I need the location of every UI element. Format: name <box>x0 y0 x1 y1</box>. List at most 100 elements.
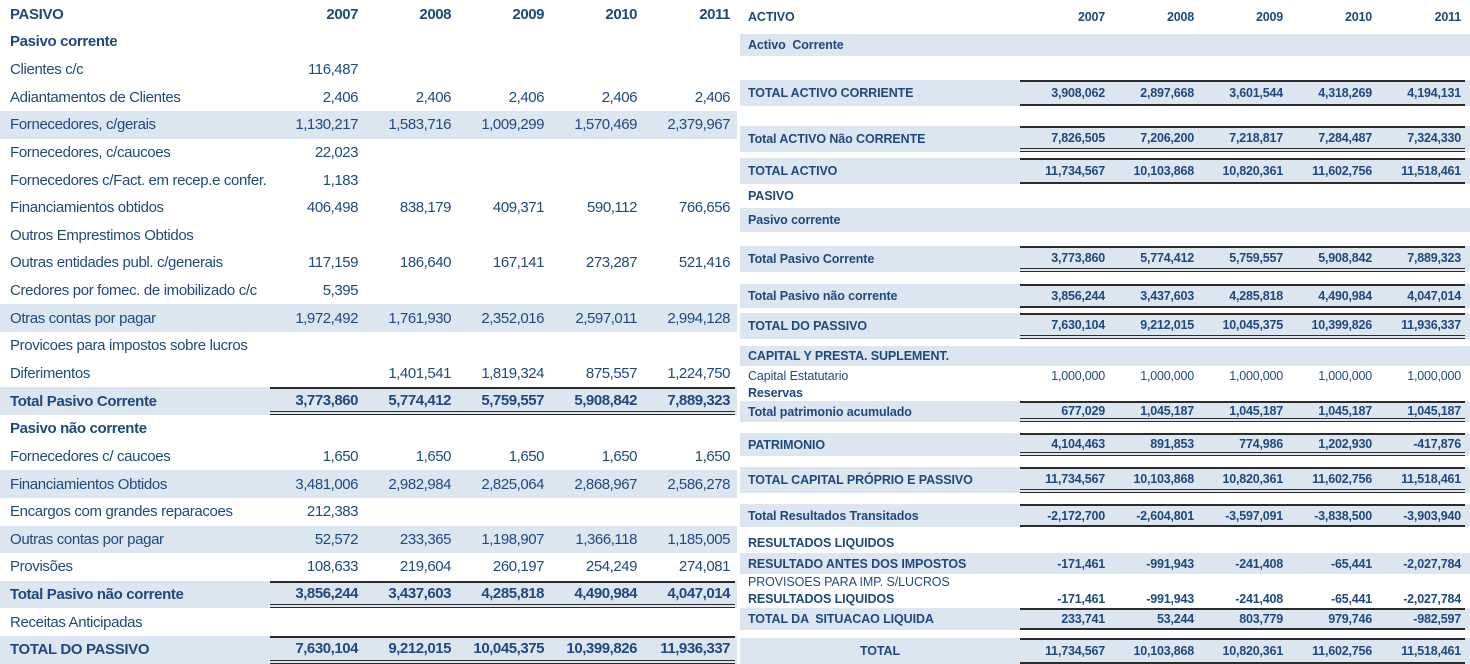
cell-2009[interactable]: 2,825,064 <box>481 475 544 493</box>
cell-2009[interactable]: 167,141 <box>492 254 545 272</box>
cell-2007[interactable]: 11,734,567 <box>1045 644 1105 658</box>
cell-2008[interactable]: 1,045,187 <box>1140 403 1194 418</box>
row-label[interactable]: RESULTADO ANTES DOS IMPOSTOS <box>748 556 967 571</box>
cell-2010[interactable]: 2,406 <box>601 88 638 106</box>
cell-2007[interactable]: 7,630,104 <box>295 640 358 658</box>
row-label[interactable]: Receitas Anticipadas <box>10 613 143 631</box>
cell-2011[interactable]: 274,081 <box>678 558 731 576</box>
cell-2009[interactable]: 409,371 <box>492 199 545 217</box>
year-header[interactable]: 2011 <box>699 5 730 23</box>
cell-2011[interactable]: 766,656 <box>678 199 731 217</box>
cell-2008[interactable]: 1,650 <box>415 447 452 465</box>
cell-2010[interactable]: 1,202,930 <box>1318 436 1372 451</box>
cell-2011[interactable]: 11,518,461 <box>1401 164 1461 178</box>
cell-2007[interactable]: 3,481,006 <box>295 475 358 493</box>
row-label[interactable]: TOTAL DA SITUACAO LIQUIDA <box>748 612 934 626</box>
cell-2008[interactable]: 2,897,668 <box>1140 86 1194 100</box>
cell-2011[interactable]: 4,047,014 <box>1407 289 1461 303</box>
cell-2010[interactable]: 11,602,756 <box>1312 644 1372 658</box>
cell-2007[interactable]: -2,172,700 <box>1047 508 1105 523</box>
cell-2009[interactable]: 4,285,818 <box>1229 289 1283 303</box>
year-header[interactable]: 2009 <box>1255 10 1283 24</box>
cell-2009[interactable]: 10,820,361 <box>1222 644 1283 658</box>
year-header[interactable]: 2007 <box>1077 10 1105 24</box>
year-header[interactable]: 2010 <box>605 5 637 23</box>
row-label[interactable]: Fornecedores c/Fact. em recep.e confer. <box>10 171 267 189</box>
row-label[interactable]: TOTAL <box>859 644 900 658</box>
cell-2009[interactable]: 5,759,557 <box>481 391 544 409</box>
cell-2007[interactable]: 2,406 <box>322 88 359 106</box>
cell-2009[interactable]: 10,045,375 <box>473 640 544 658</box>
cell-2007[interactable]: 1,183 <box>322 171 359 189</box>
cell-2010[interactable]: 2,597,011 <box>575 309 637 327</box>
cell-2009[interactable]: -3,597,091 <box>1225 508 1283 523</box>
cell-2010[interactable]: 5,908,842 <box>1318 251 1372 265</box>
cell-2007[interactable]: 3,908,062 <box>1051 86 1105 100</box>
row-label[interactable]: Clientes c/c <box>10 60 84 78</box>
cell-2011[interactable]: 4,047,014 <box>667 585 730 603</box>
cell-2010[interactable]: 1,570,469 <box>574 116 637 134</box>
row-label[interactable]: Pasivo corrente <box>748 213 841 227</box>
row-label[interactable]: Credores por fomec. de imobilizado c/c <box>10 282 257 300</box>
cell-2010[interactable]: 10,399,826 <box>1311 318 1372 332</box>
cell-2011[interactable]: 1,224,750 <box>667 365 730 382</box>
cell-2010[interactable]: 254,249 <box>585 558 638 576</box>
cell-2007[interactable]: 1,972,492 <box>295 309 358 327</box>
cell-2007[interactable]: 406,498 <box>306 199 359 217</box>
cell-2011[interactable]: 7,324,330 <box>1407 131 1461 145</box>
row-label[interactable]: Pasivo não corrente <box>10 420 147 438</box>
cell-2011[interactable]: 2,586,278 <box>667 475 730 493</box>
year-header[interactable]: 2007 <box>326 5 358 23</box>
cell-2007[interactable]: 212,383 <box>306 503 359 521</box>
cell-2010[interactable]: 875,557 <box>585 365 638 382</box>
cell-2011[interactable]: 1,185,005 <box>667 530 730 548</box>
cell-2009[interactable]: 2,352,016 <box>481 309 544 327</box>
cell-2009[interactable]: 5,759,557 <box>1229 251 1283 265</box>
year-header[interactable]: 2011 <box>1434 10 1462 24</box>
row-label[interactable]: Reservas <box>748 386 803 400</box>
cell-2008[interactable]: 5,774,412 <box>388 391 451 409</box>
row-label[interactable]: Outros Emprestimos Obtidos <box>10 226 194 244</box>
cell-2008[interactable]: 10,103,868 <box>1133 164 1194 178</box>
cell-2008[interactable]: 1,000,000 <box>1140 368 1194 383</box>
cell-2011[interactable]: 11,936,337 <box>1401 318 1461 332</box>
cell-2007[interactable]: 22,023 <box>314 143 359 161</box>
row-label[interactable]: CAPITAL Y PRESTA. SUPLEMENT. <box>748 349 949 363</box>
panel-title[interactable]: ACTIVO <box>748 10 795 24</box>
row-label[interactable]: Outras contas por pagar <box>10 530 164 548</box>
row-label[interactable]: TOTAL CAPITAL PRÓPRIO E PASSIVO <box>748 473 973 487</box>
cell-2008[interactable]: -2,604,801 <box>1136 508 1194 523</box>
cell-2007[interactable]: 1,650 <box>322 447 359 465</box>
row-label[interactable]: Outras entidades publ. c/generais <box>10 254 223 272</box>
cell-2007[interactable]: 3,856,244 <box>1051 289 1105 303</box>
row-label[interactable]: Total patrimonio acumulado <box>748 404 912 419</box>
cell-2010[interactable]: 4,490,984 <box>1318 289 1372 303</box>
cell-2010[interactable]: 4,318,269 <box>1318 86 1372 100</box>
cell-2011[interactable]: 1,000,000 <box>1407 368 1461 383</box>
row-label[interactable]: Encargos com grandes reparacoes <box>10 503 233 521</box>
row-label[interactable]: Total Pasivo não corrente <box>748 289 898 303</box>
cell-2007[interactable]: 11,734,567 <box>1045 164 1105 178</box>
cell-2009[interactable]: 10,820,361 <box>1222 164 1283 178</box>
row-label[interactable]: TOTAL DO PASSIVO <box>10 641 150 659</box>
cell-2011[interactable]: 11,518,461 <box>1401 644 1461 658</box>
cell-2009[interactable]: 260,197 <box>492 558 545 576</box>
cell-2011[interactable]: 1,650 <box>694 447 731 465</box>
row-label[interactable]: Total ACTIVO Não CORRENTE <box>748 132 926 146</box>
cell-2011[interactable]: 2,379,967 <box>667 116 730 134</box>
cell-2008[interactable]: 7,206,200 <box>1140 131 1194 145</box>
cell-2010[interactable]: -65,441 <box>1331 592 1372 606</box>
cell-2008[interactable]: 186,640 <box>399 254 452 272</box>
cell-2009[interactable]: 1,819,324 <box>481 365 544 382</box>
cell-2008[interactable]: 10,103,868 <box>1133 472 1194 486</box>
cell-2008[interactable]: 5,774,412 <box>1140 251 1194 265</box>
cell-2007[interactable]: 7,630,104 <box>1051 318 1105 332</box>
cell-2010[interactable]: 1,366,118 <box>575 530 637 548</box>
cell-2011[interactable]: 7,889,323 <box>667 391 730 409</box>
row-label[interactable]: TOTAL ACTIVO CORRIENTE <box>748 86 914 100</box>
row-label[interactable]: RESULTADOS LIQUIDOS <box>748 592 895 606</box>
cell-2008[interactable]: 1,583,716 <box>388 116 451 134</box>
cell-2009[interactable]: 7,218,817 <box>1229 131 1283 145</box>
cell-2011[interactable]: 7,889,323 <box>1407 251 1461 265</box>
cell-2010[interactable]: 4,490,984 <box>574 585 637 603</box>
